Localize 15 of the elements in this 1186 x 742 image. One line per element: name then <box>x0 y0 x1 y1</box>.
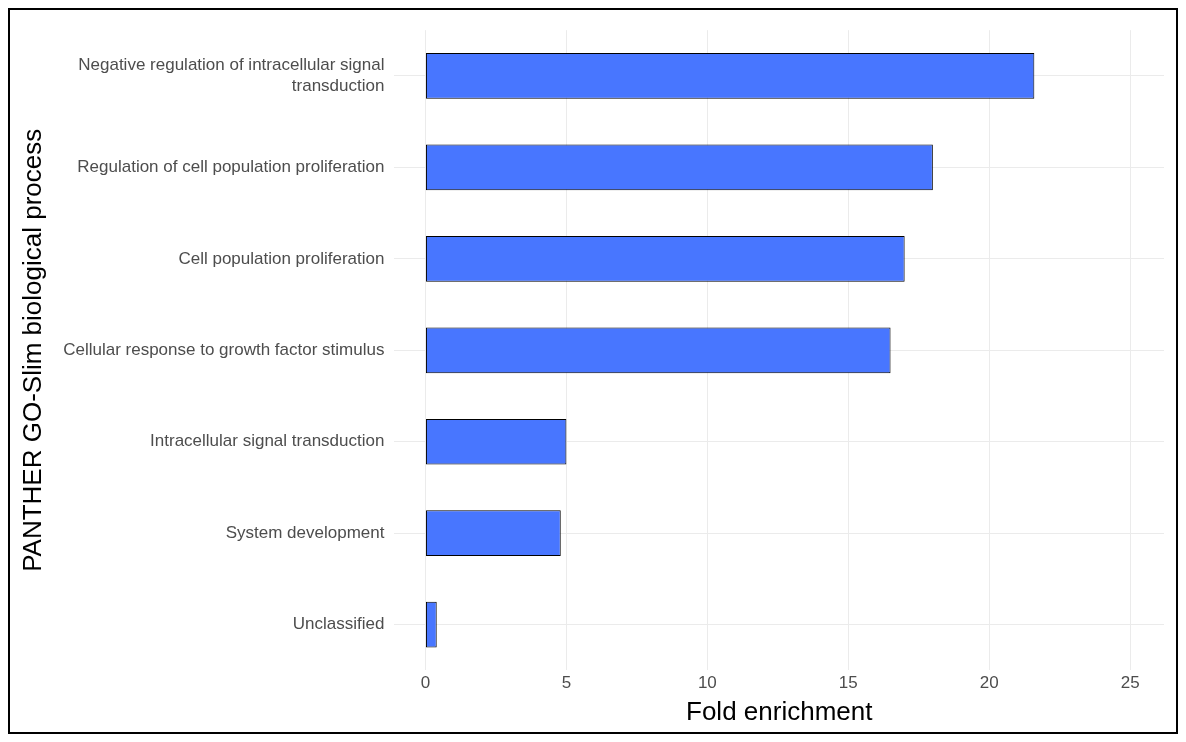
y-tick-label: Unclassified <box>292 614 385 634</box>
x-axis-title: Fold enrichment <box>686 695 874 726</box>
y-axis-title: PANTHER GO-Slim biological process <box>16 128 47 572</box>
x-tick-label: 20 <box>979 673 999 693</box>
x-tick-label: 10 <box>697 673 717 693</box>
y-tick-label: Cellular response to growth factor stimulus <box>63 339 385 359</box>
y-tick-label: System development <box>225 522 385 542</box>
y-tick-label: Cell population proliferation <box>178 248 385 268</box>
y-tick-label: Negative regulation of intracellular signal transduction <box>78 55 385 95</box>
x-tick-label: 25 <box>1120 673 1140 693</box>
x-tick-label: 5 <box>561 673 572 693</box>
x-tick-label: 15 <box>838 673 858 693</box>
y-tick-label: Regulation of cell population proliferation <box>77 157 385 177</box>
x-tick-label: 0 <box>420 673 431 693</box>
y-tick-label: Intracellular signal transduction <box>150 431 385 451</box>
